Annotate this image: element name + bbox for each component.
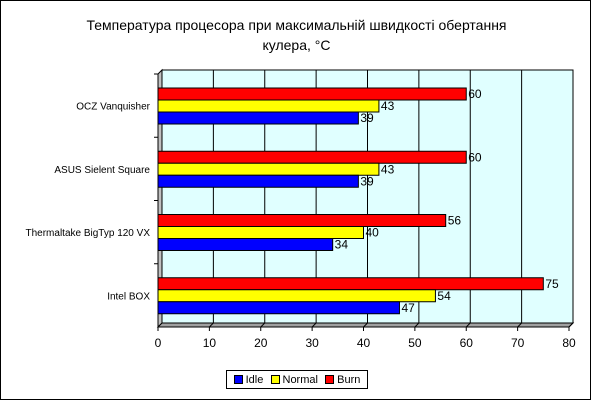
x-tick-label-50: 50 xyxy=(408,336,422,350)
data-label-burn-intel-box: 75 xyxy=(545,277,559,291)
chart-title: Температура процесора при максимальній ш… xyxy=(1,15,591,55)
bar-idle-asus-sielent-square xyxy=(157,174,359,188)
category-label-intel-box: Intel BOX xyxy=(107,291,150,302)
data-label-idle-intel-box: 47 xyxy=(401,301,415,315)
bar-idle-thermaltake-bigtyp-120-vx xyxy=(157,238,334,251)
legend-swatch-burn xyxy=(325,375,335,384)
category-label-ocz-vanquisher: OCZ Vanquisher xyxy=(76,102,150,113)
legend-item-normal: Normal xyxy=(270,373,318,386)
legend-label-burn: Burn xyxy=(337,373,361,386)
gridline-floor-80 xyxy=(568,322,574,328)
bar-burn-thermaltake-bigtyp-120-vx xyxy=(157,214,447,227)
legend-swatch-idle xyxy=(233,375,243,384)
x-tick-label-0: 0 xyxy=(155,336,162,350)
legend-label-normal: Normal xyxy=(282,373,318,386)
bar-normal-ocz-vanquisher xyxy=(157,99,380,113)
gridline-floor-20 xyxy=(260,322,266,328)
legend-label-idle: Idle xyxy=(245,373,264,386)
chart-title-line2: кулера, °С xyxy=(262,37,331,53)
data-label-idle-ocz-vanquisher: 39 xyxy=(360,111,374,125)
data-label-burn-asus-sielent-square: 60 xyxy=(468,150,482,164)
chart-legend: Idle Normal Burn xyxy=(226,370,368,389)
x-tick-label-80: 80 xyxy=(562,336,576,350)
bar-burn-ocz-vanquisher xyxy=(157,87,467,101)
x-tick-label-10: 10 xyxy=(203,336,217,350)
data-label-burn-ocz-vanquisher: 60 xyxy=(468,87,482,101)
x-tick-label-20: 20 xyxy=(254,336,268,350)
data-label-normal-thermaltake-bigtyp-120-vx: 40 xyxy=(366,226,380,240)
bar-burn-intel-box xyxy=(157,277,544,291)
bar-burn-asus-sielent-square xyxy=(157,150,467,164)
legend-swatch-normal xyxy=(270,375,280,384)
data-label-idle-asus-sielent-square: 39 xyxy=(360,174,374,188)
x-tick-label-70: 70 xyxy=(511,336,525,350)
gridline-floor-70 xyxy=(517,322,522,328)
data-label-burn-thermaltake-bigtyp-120-vx: 56 xyxy=(448,214,462,228)
gridline-floor-40 xyxy=(363,322,368,328)
x-tick-label-30: 30 xyxy=(305,336,319,350)
category-label-asus-sielent-square: ASUS Sielent Square xyxy=(54,165,150,176)
gridline-floor-30 xyxy=(311,322,317,328)
data-label-normal-ocz-vanquisher: 43 xyxy=(381,99,395,113)
bar-idle-intel-box xyxy=(157,301,400,315)
x-tick-label-60: 60 xyxy=(460,336,474,350)
legend-item-idle: Idle xyxy=(233,373,264,386)
category-label-thermaltake-bigtyp-120-vx: Thermaltake BigTyp 120 VX xyxy=(25,228,150,239)
gridline-floor-60 xyxy=(465,322,471,328)
data-label-normal-intel-box: 54 xyxy=(437,289,451,303)
data-label-idle-thermaltake-bigtyp-120-vx: 34 xyxy=(335,238,349,252)
data-label-normal-asus-sielent-square: 43 xyxy=(381,162,395,176)
bar-normal-intel-box xyxy=(157,289,436,303)
gridline-floor-10 xyxy=(209,322,214,328)
chart-title-line1: Температура процесора при максимальній ш… xyxy=(86,17,507,33)
bar-idle-ocz-vanquisher xyxy=(157,111,359,125)
gridline-floor-50 xyxy=(414,322,420,328)
bar-normal-thermaltake-bigtyp-120-vx xyxy=(157,226,364,239)
legend-item-burn: Burn xyxy=(325,374,360,386)
bar-normal-asus-sielent-square xyxy=(157,162,380,176)
x-tick-label-40: 40 xyxy=(357,336,371,350)
